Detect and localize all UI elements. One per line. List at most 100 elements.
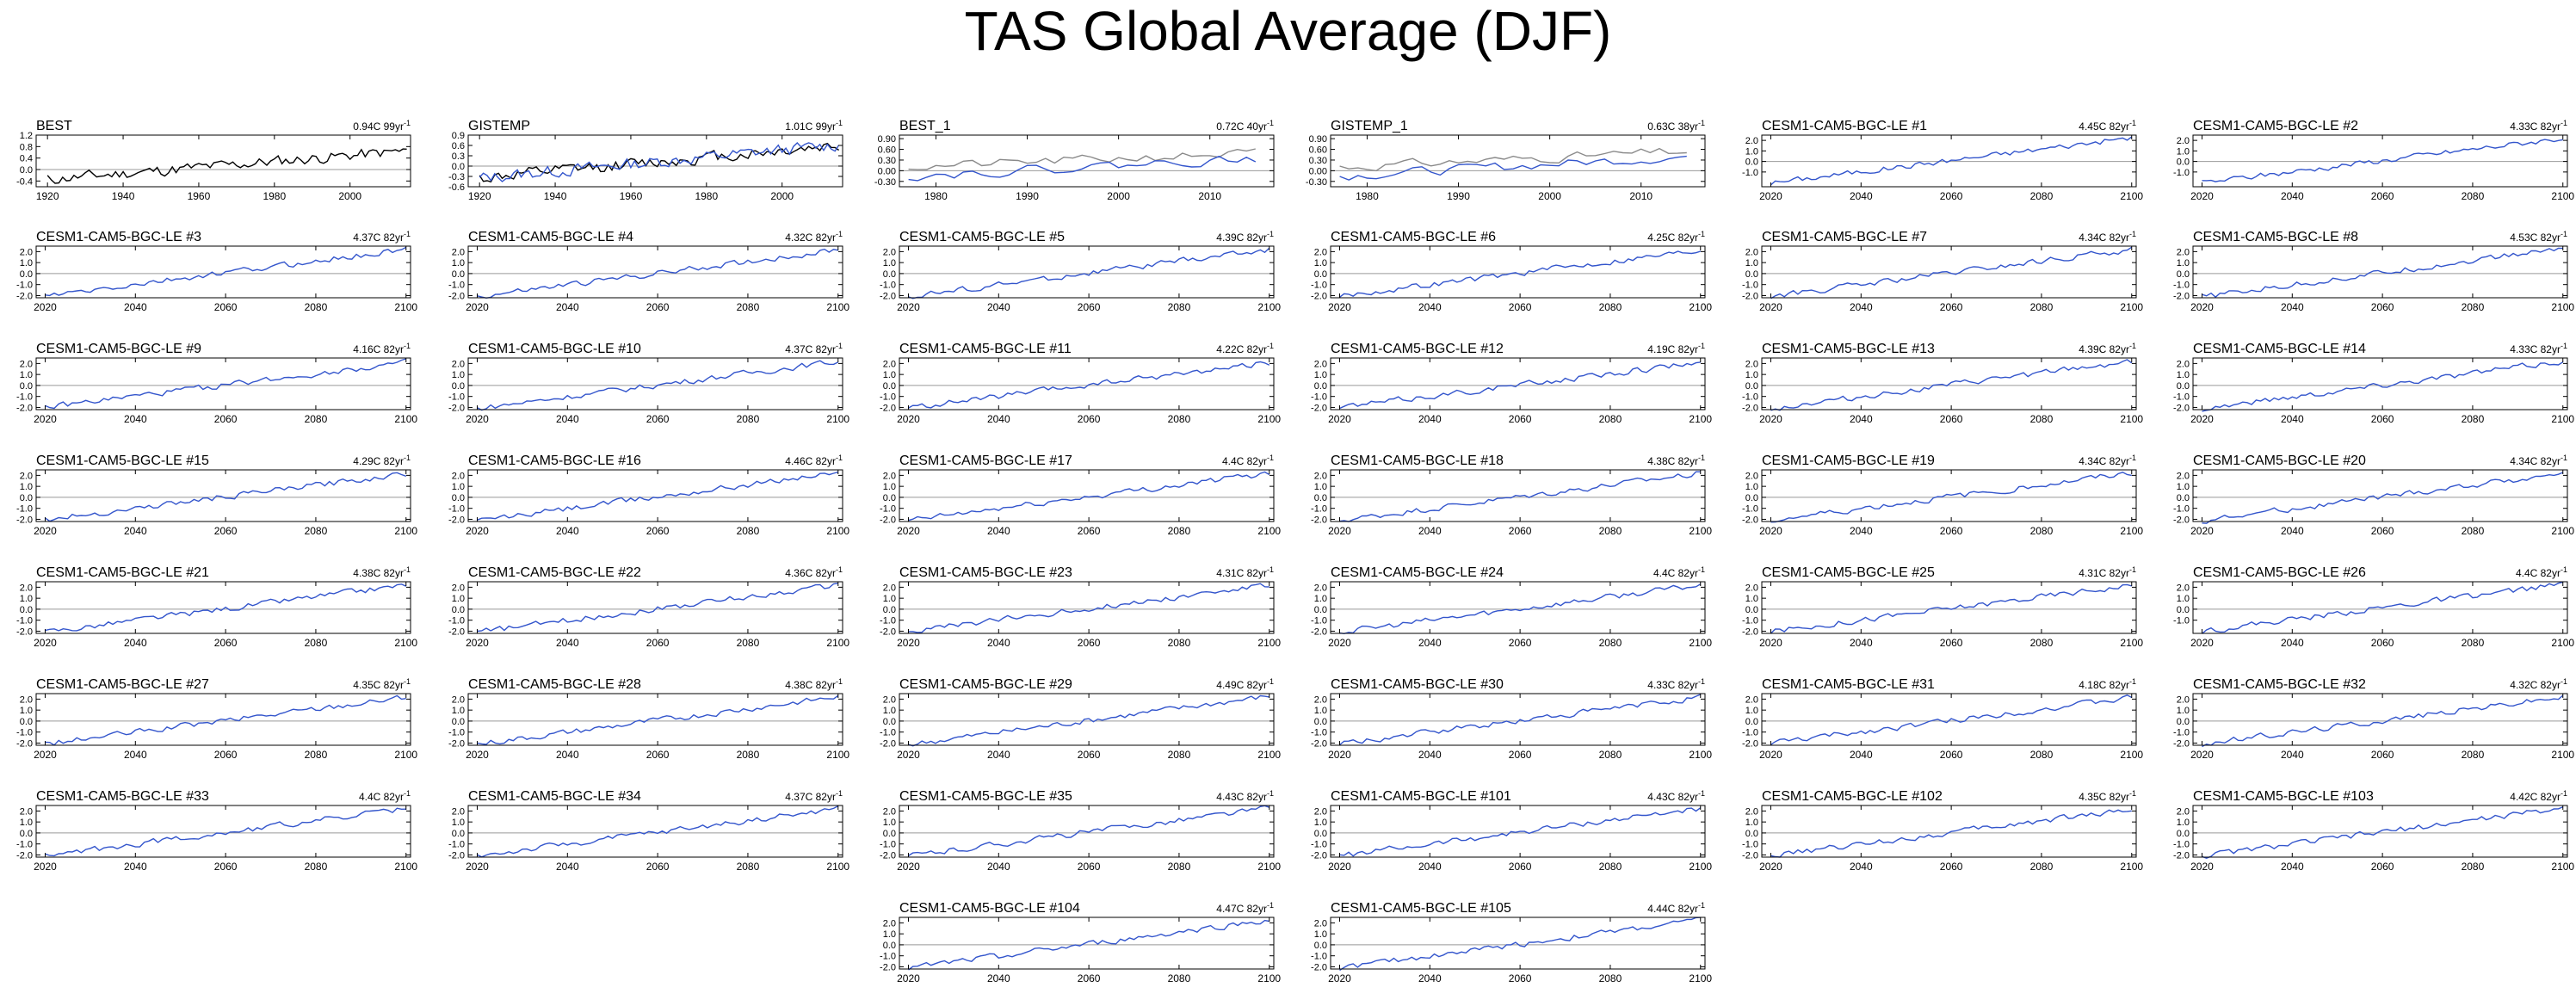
x-tick-label: 2040: [1418, 525, 1442, 537]
plot-frame: [1761, 693, 2137, 746]
y-tick-label: -1.0: [880, 840, 896, 850]
plot-frame: [2192, 357, 2568, 410]
panel-7: CESM1-CAM5-BGC-LE #3 4.37C 82yr-1 2020 2040…: [16, 230, 417, 313]
panel-17: CESM1-CAM5-BGC-LE #13 4.39C 82yr-1 2020 204…: [1742, 342, 2143, 425]
x-tick-label: 2020: [1328, 525, 1351, 537]
trend-label: 4.31C 82yr-1: [1216, 565, 1274, 579]
trend-label: 0.63C 38yr-1: [1647, 119, 1705, 133]
x-tick-label: 2100: [1689, 637, 1712, 649]
x-tick-label: 2100: [394, 301, 417, 313]
x-tick-label: 2060: [2371, 749, 2394, 761]
panel-6: CESM1-CAM5-BGC-LE #2 4.33C 82yr-1 2020 2040…: [2173, 119, 2574, 202]
trend-label: 4.33C 82yr-1: [2510, 342, 2567, 355]
plot-frame: [2192, 134, 2568, 188]
y-tick-label: -1.0: [16, 392, 33, 403]
panel-title: CESM1-CAM5-BGC-LE #28: [468, 677, 641, 692]
y-tick-label: 1.0: [883, 818, 896, 828]
y-tick-label: 2.0: [1745, 806, 1758, 817]
y-tick-label: 0.0: [1745, 829, 1758, 839]
panel-30: CESM1-CAM5-BGC-LE #26 4.4C 82yr-1 2020 2040…: [2173, 565, 2574, 649]
x-tick-label: 1990: [1016, 190, 1039, 202]
panel-title: CESM1-CAM5-BGC-LE #17: [899, 454, 1072, 468]
trend-label: 4.32C 82yr-1: [2510, 677, 2567, 691]
plot-frame: [467, 357, 843, 410]
x-tick-label: 2040: [556, 413, 579, 425]
x-tick-label: 2040: [2281, 190, 2304, 202]
y-tick-label: 0.0: [1314, 381, 1327, 392]
x-tick-label: 1980: [924, 190, 948, 202]
trend-label: 4.43C 82yr-1: [1216, 789, 1274, 803]
x-tick-label: 2100: [1257, 413, 1281, 425]
trend-label: 4.39C 82yr-1: [2079, 342, 2136, 355]
y-tick-label: -2.0: [16, 515, 33, 525]
x-tick-label: 2080: [305, 413, 328, 425]
x-tick-label: 2080: [2030, 637, 2054, 649]
series-line--10: [477, 360, 839, 411]
x-tick-label: 2100: [2551, 637, 2574, 649]
x-tick-label: 2100: [2120, 525, 2143, 537]
x-tick-label: 2080: [737, 525, 760, 537]
y-tick-label: 1.0: [452, 818, 465, 828]
y-tick-label: -2.0: [880, 291, 896, 301]
series-line--16: [477, 471, 838, 521]
x-tick-label: 2060: [214, 861, 238, 873]
panel-37: CESM1-CAM5-BGC-LE #33 4.4C 82yr-1 2020 2040…: [16, 789, 417, 873]
panel-26: CESM1-CAM5-BGC-LE #22 4.36C 82yr-1 2020 204…: [448, 565, 849, 649]
panel-13: CESM1-CAM5-BGC-LE #9 4.16C 82yr-1 2020 2040…: [16, 342, 417, 425]
page-title: TAS Global Average (DJF): [964, 0, 1612, 62]
y-tick-label: 0.0: [1745, 157, 1758, 168]
x-tick-label: 1920: [36, 190, 59, 202]
trend-exponent: -1: [1698, 454, 1705, 462]
series-line--2: [2202, 139, 2563, 182]
x-tick-label: 2020: [466, 861, 489, 873]
plot-frame: [467, 469, 843, 522]
y-tick-label: -1.0: [1742, 392, 1758, 403]
x-tick-label: 2020: [2190, 525, 2214, 537]
x-tick-label: 2040: [1418, 301, 1442, 313]
y-tick-label: -1.0: [1311, 392, 1327, 403]
trend-label: 4.22C 82yr-1: [1216, 342, 1274, 355]
plot-frame: [467, 805, 843, 858]
y-tick-label: -2.0: [2173, 850, 2190, 861]
x-tick-label: 2020: [1328, 637, 1351, 649]
y-tick-label: -1.0: [2173, 168, 2190, 178]
panel-25: CESM1-CAM5-BGC-LE #21 4.38C 82yr-1 2020 204…: [16, 565, 417, 649]
trend-label: 4.36C 82yr-1: [785, 565, 843, 579]
series-line--11: [908, 361, 1270, 409]
y-tick-label: 1.0: [1745, 482, 1758, 492]
x-tick-label: 2080: [1168, 525, 1191, 537]
y-tick-label: 0.00: [878, 166, 896, 176]
plot-frame: [35, 581, 411, 634]
x-tick-label: 2040: [2281, 525, 2304, 537]
x-tick-label: 2000: [1538, 190, 1561, 202]
panel-title: CESM1-CAM5-BGC-LE #103: [2193, 789, 2374, 804]
x-tick-label: 2040: [1418, 637, 1442, 649]
series-line--25: [1770, 583, 2132, 634]
plot-frame: [1761, 469, 2137, 522]
y-tick-label: 0.0: [1745, 269, 1758, 280]
plot-frame: [1761, 134, 2137, 188]
x-tick-label: 2060: [1078, 413, 1101, 425]
y-tick-label: -0.30: [1306, 177, 1327, 188]
y-tick-label: 0.90: [878, 134, 896, 145]
x-tick-label: 2020: [897, 301, 920, 313]
x-tick-label: 2060: [646, 637, 670, 649]
panel-44: CESM1-CAM5-BGC-LE #105 4.44C 82yr-1 2020 20…: [1311, 901, 1712, 984]
x-tick-label: 2060: [1509, 413, 1532, 425]
y-tick-label: 2.0: [20, 583, 33, 593]
trend-label: 4.37C 82yr-1: [353, 230, 411, 244]
y-tick-label: -1.0: [16, 728, 33, 738]
y-tick-label: -2.0: [1742, 291, 1758, 301]
trend-exponent: -1: [2129, 342, 2136, 350]
y-tick-label: 0.0: [2177, 829, 2190, 839]
y-tick-label: 1.0: [1314, 258, 1327, 268]
y-tick-label: -2.0: [2173, 738, 2190, 749]
x-tick-label: 2020: [897, 525, 920, 537]
plot-frame: [35, 805, 411, 858]
trend-exponent: -1: [404, 342, 411, 350]
y-tick-label: 0.9: [452, 131, 465, 141]
x-tick-label: 2040: [987, 637, 1010, 649]
plot-frame: [899, 917, 1275, 970]
x-tick-label: 2100: [2120, 861, 2143, 873]
